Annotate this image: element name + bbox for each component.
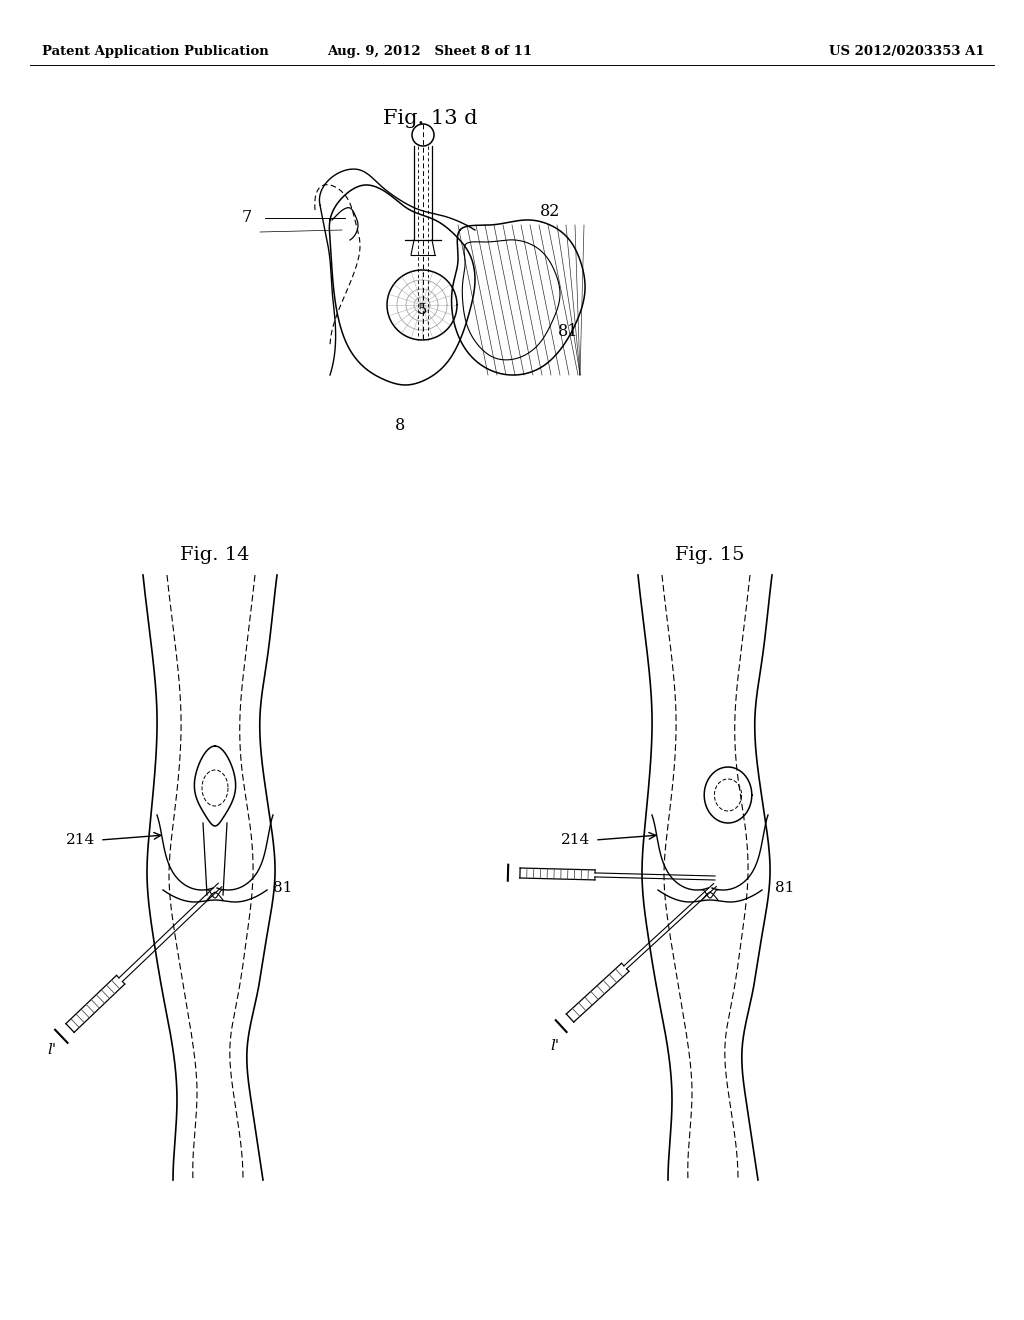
Text: l': l' <box>47 1043 56 1057</box>
Text: Fig. 14: Fig. 14 <box>180 546 250 564</box>
Text: 81: 81 <box>558 323 579 341</box>
Text: 7: 7 <box>242 210 252 227</box>
Text: 81: 81 <box>273 880 293 895</box>
Text: 214: 214 <box>66 833 95 847</box>
Text: US 2012/0203353 A1: US 2012/0203353 A1 <box>829 45 985 58</box>
Text: l': l' <box>551 1039 559 1053</box>
Text: 81: 81 <box>775 880 795 895</box>
Text: 5: 5 <box>418 304 427 317</box>
Text: 82: 82 <box>540 203 560 220</box>
Text: 214: 214 <box>561 833 590 847</box>
Text: 8: 8 <box>395 417 406 433</box>
Text: Aug. 9, 2012   Sheet 8 of 11: Aug. 9, 2012 Sheet 8 of 11 <box>328 45 532 58</box>
Text: Patent Application Publication: Patent Application Publication <box>42 45 268 58</box>
Text: Fig. 15: Fig. 15 <box>675 546 744 564</box>
Text: Fig. 13 d: Fig. 13 d <box>383 108 477 128</box>
